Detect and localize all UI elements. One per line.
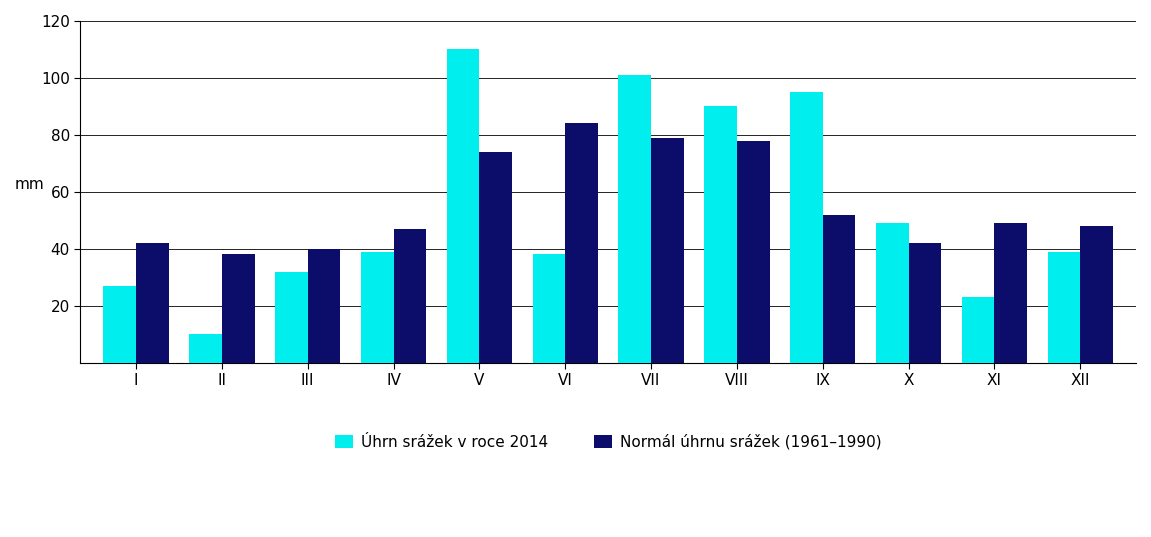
Bar bbox=[651, 137, 684, 362]
Bar bbox=[104, 286, 136, 362]
Bar bbox=[533, 255, 565, 362]
Bar bbox=[136, 243, 169, 362]
Bar bbox=[962, 297, 994, 362]
Bar bbox=[447, 49, 480, 362]
Bar bbox=[1047, 252, 1080, 362]
Bar bbox=[1080, 226, 1113, 362]
Legend: Úhrn srážek v roce 2014, Normál úhrnu srážek (1961–1990): Úhrn srážek v roce 2014, Normál úhrnu sr… bbox=[329, 429, 887, 456]
Bar bbox=[704, 106, 737, 362]
Bar bbox=[189, 334, 222, 362]
Bar bbox=[876, 223, 908, 362]
Bar bbox=[222, 255, 254, 362]
Bar bbox=[275, 272, 307, 362]
Bar bbox=[361, 252, 394, 362]
Y-axis label: mm: mm bbox=[15, 177, 45, 192]
Bar bbox=[565, 124, 597, 362]
Bar bbox=[908, 243, 942, 362]
Bar bbox=[480, 152, 512, 362]
Bar bbox=[307, 249, 341, 362]
Bar bbox=[394, 229, 426, 362]
Bar bbox=[994, 223, 1027, 362]
Bar bbox=[618, 75, 651, 362]
Bar bbox=[790, 92, 823, 362]
Bar bbox=[737, 141, 770, 362]
Bar bbox=[823, 215, 855, 362]
